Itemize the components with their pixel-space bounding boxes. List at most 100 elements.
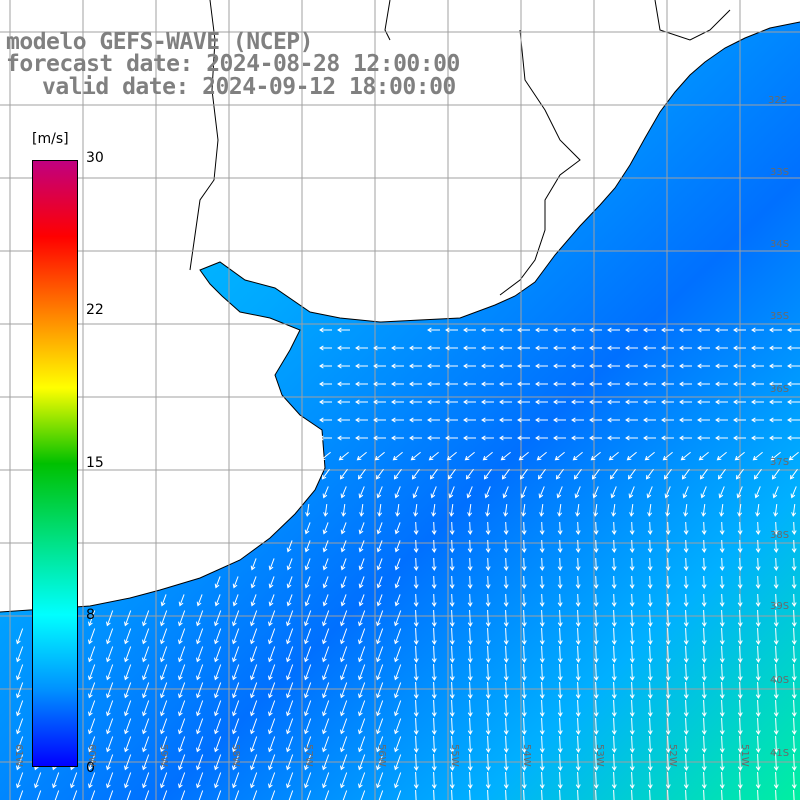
wind-arrow (376, 646, 384, 663)
wind-arrow (523, 789, 525, 800)
wind-arrow (196, 754, 204, 771)
forecast-date: forecast date: 2024-08-28 12:00:00 (6, 51, 460, 77)
wind-arrow (773, 539, 779, 553)
wind-arrow (719, 504, 725, 517)
wind-arrow (445, 381, 458, 387)
wind-arrow (464, 451, 475, 461)
wind-arrow (683, 575, 689, 589)
wind-arrow (716, 451, 727, 461)
wind-arrow (589, 399, 602, 405)
wind-arrow (589, 363, 602, 369)
wind-arrow (733, 399, 746, 405)
wind-arrow (463, 327, 476, 333)
wind-arrow (755, 699, 761, 717)
wind-arrow (680, 451, 691, 461)
wind-arrow (376, 558, 383, 571)
wind-arrow (521, 539, 527, 553)
wind-arrow (697, 345, 710, 351)
wind-arrow (394, 522, 401, 535)
wind-arrow (178, 594, 185, 607)
wind-arrow (539, 681, 545, 699)
wind-arrow (178, 736, 186, 753)
wind-arrow (629, 753, 635, 771)
wind-arrow (485, 504, 491, 517)
wind-arrow (645, 468, 654, 480)
wind-arrow (304, 646, 312, 663)
wind-arrow (142, 718, 150, 735)
wind-arrow (88, 754, 96, 771)
wind-arrow (358, 664, 366, 681)
wind-arrow (232, 754, 240, 771)
wind-arrow (485, 699, 491, 717)
wind-arrow (697, 327, 710, 333)
wind-arrow (106, 754, 114, 771)
wind-arrow (374, 451, 385, 461)
wind-arrow (539, 753, 545, 771)
wind-arrow (643, 399, 656, 405)
wind-arrow (755, 717, 761, 735)
wind-arrow (337, 399, 350, 405)
wind-arrow (355, 363, 368, 369)
wind-arrow (160, 628, 168, 645)
wind-arrow (521, 735, 527, 753)
wind-arrow (755, 663, 761, 681)
wind-arrow (305, 504, 311, 517)
wind-arrow (286, 646, 294, 663)
wind-arrow (286, 700, 294, 717)
wind-arrow (769, 345, 782, 351)
wind-arrow (769, 327, 782, 333)
wind-arrow (322, 540, 329, 553)
wind-arrow (499, 327, 512, 333)
wind-arrow (697, 417, 710, 423)
wind-arrow (485, 681, 491, 699)
wind-arrow (340, 700, 348, 717)
wind-arrow (557, 735, 563, 753)
wind-arrow (683, 717, 689, 735)
wind-arrow (431, 699, 437, 717)
wind-arrow (16, 772, 24, 789)
wind-arrow (449, 753, 455, 771)
wind-arrow (234, 790, 240, 800)
wind-arrow (358, 594, 365, 607)
wind-arrow (773, 717, 779, 735)
wind-arrow (413, 521, 419, 535)
wind-arrow (481, 345, 494, 351)
wind-arrow (431, 681, 437, 699)
wind-arrow (463, 345, 476, 351)
wind-arrow (431, 771, 437, 789)
colorbar-tick-30: 30 (86, 150, 104, 166)
wind-arrow (36, 790, 42, 800)
wind-arrow (571, 327, 584, 333)
wind-arrow (232, 736, 240, 753)
wind-arrow (160, 610, 168, 627)
wind-arrow (629, 521, 635, 535)
wind-arrow (413, 627, 419, 645)
wind-arrow (485, 609, 491, 627)
wind-arrow (467, 593, 473, 607)
wind-arrow (451, 789, 453, 800)
wind-arrow (608, 451, 619, 461)
wind-arrow (393, 468, 402, 480)
wind-arrow (773, 575, 779, 589)
wind-arrow (304, 522, 311, 535)
wind-arrow (609, 468, 618, 480)
wind-arrow (396, 790, 402, 800)
wind-arrow (557, 609, 563, 627)
wind-arrow (395, 504, 401, 517)
wind-arrow (394, 646, 402, 663)
wind-arrow (787, 417, 800, 423)
wind-arrow (232, 718, 240, 735)
wind-arrow (391, 363, 404, 369)
wind-arrow (360, 790, 366, 800)
wind-arrow (427, 345, 440, 351)
wind-arrow (340, 754, 348, 771)
wind-arrow (108, 790, 114, 800)
wind-arrow (521, 663, 527, 681)
wind-arrow (485, 735, 491, 753)
wind-arrow (557, 521, 563, 535)
wind-arrow (250, 610, 258, 627)
wind-arrow (535, 345, 548, 351)
wind-arrow (160, 736, 168, 753)
wind-arrow (535, 327, 548, 333)
wind-arrow (719, 645, 725, 663)
